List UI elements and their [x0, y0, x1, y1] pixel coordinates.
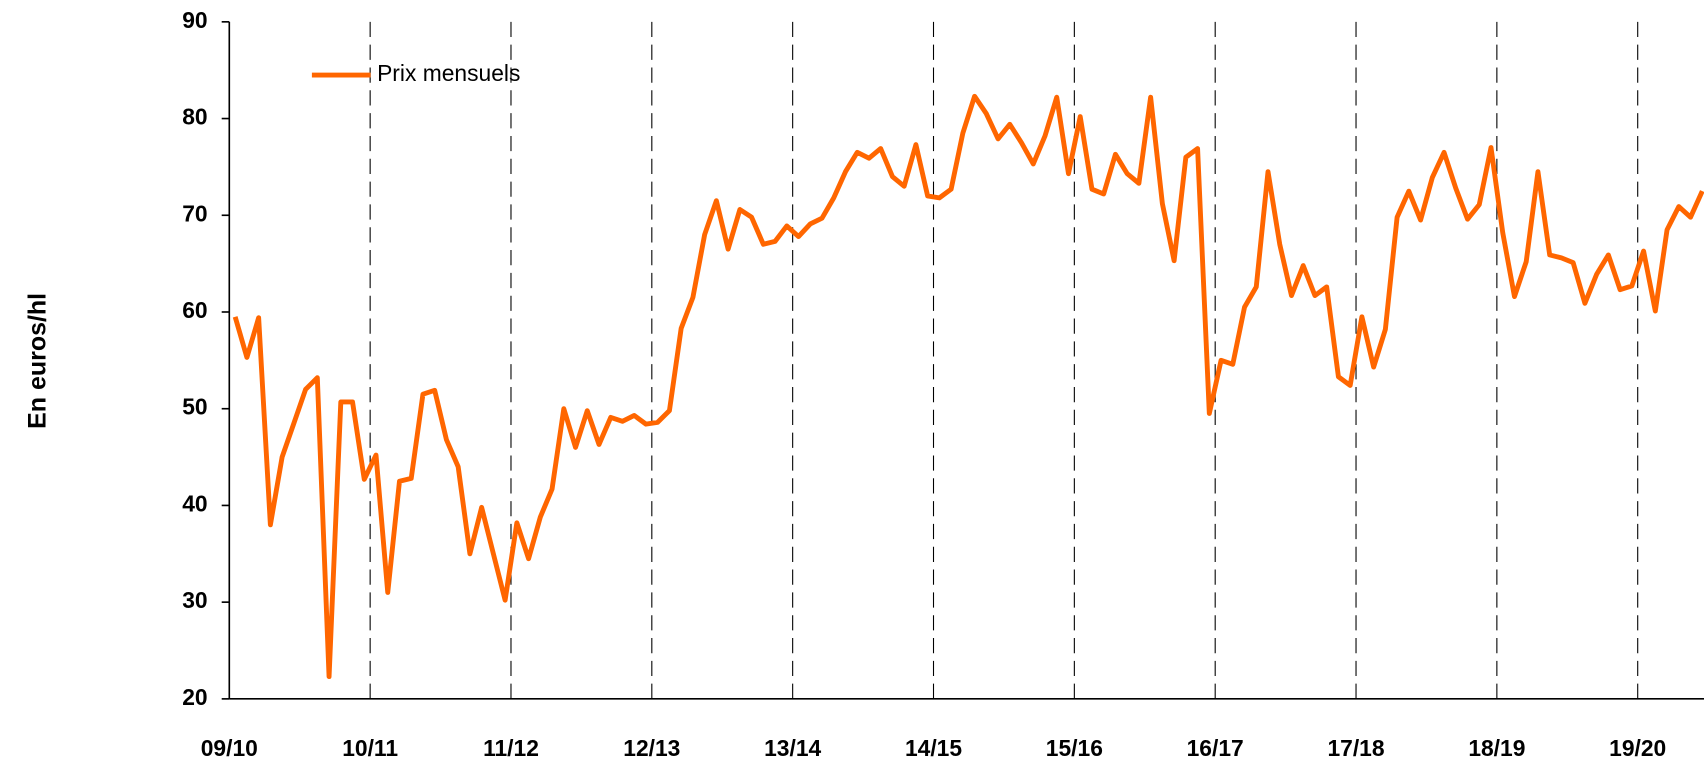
x-tick-label: 17/18: [1327, 735, 1384, 761]
x-tick-label: 12/13: [623, 735, 680, 761]
y-tick-label: 40: [182, 490, 207, 516]
y-tick-label: 20: [182, 684, 207, 710]
y-tick-label: 30: [182, 587, 207, 613]
y-tick-label: 70: [182, 200, 207, 226]
y-tick-label: 90: [182, 7, 207, 33]
y-tick-label: 50: [182, 394, 207, 420]
x-tick-label: 09/10: [201, 735, 258, 761]
x-tick-label: 15/16: [1046, 735, 1103, 761]
x-tick-label: 19/20: [1609, 735, 1666, 761]
x-tick-label: 16/17: [1187, 735, 1244, 761]
x-tick-label: 13/14: [764, 735, 821, 761]
x-tick-label: 11/12: [483, 735, 539, 761]
legend-label: Prix mensuels: [377, 60, 520, 86]
data-line: [232, 93, 1704, 680]
x-tick-label: 18/19: [1468, 735, 1525, 761]
x-tick-label: 14/15: [905, 735, 962, 761]
y-tick-label: 80: [182, 104, 207, 130]
y-axis-title: En euros/hl: [24, 293, 52, 429]
x-tick-label: 10/11: [342, 735, 398, 761]
y-tick-label: 60: [182, 297, 207, 323]
